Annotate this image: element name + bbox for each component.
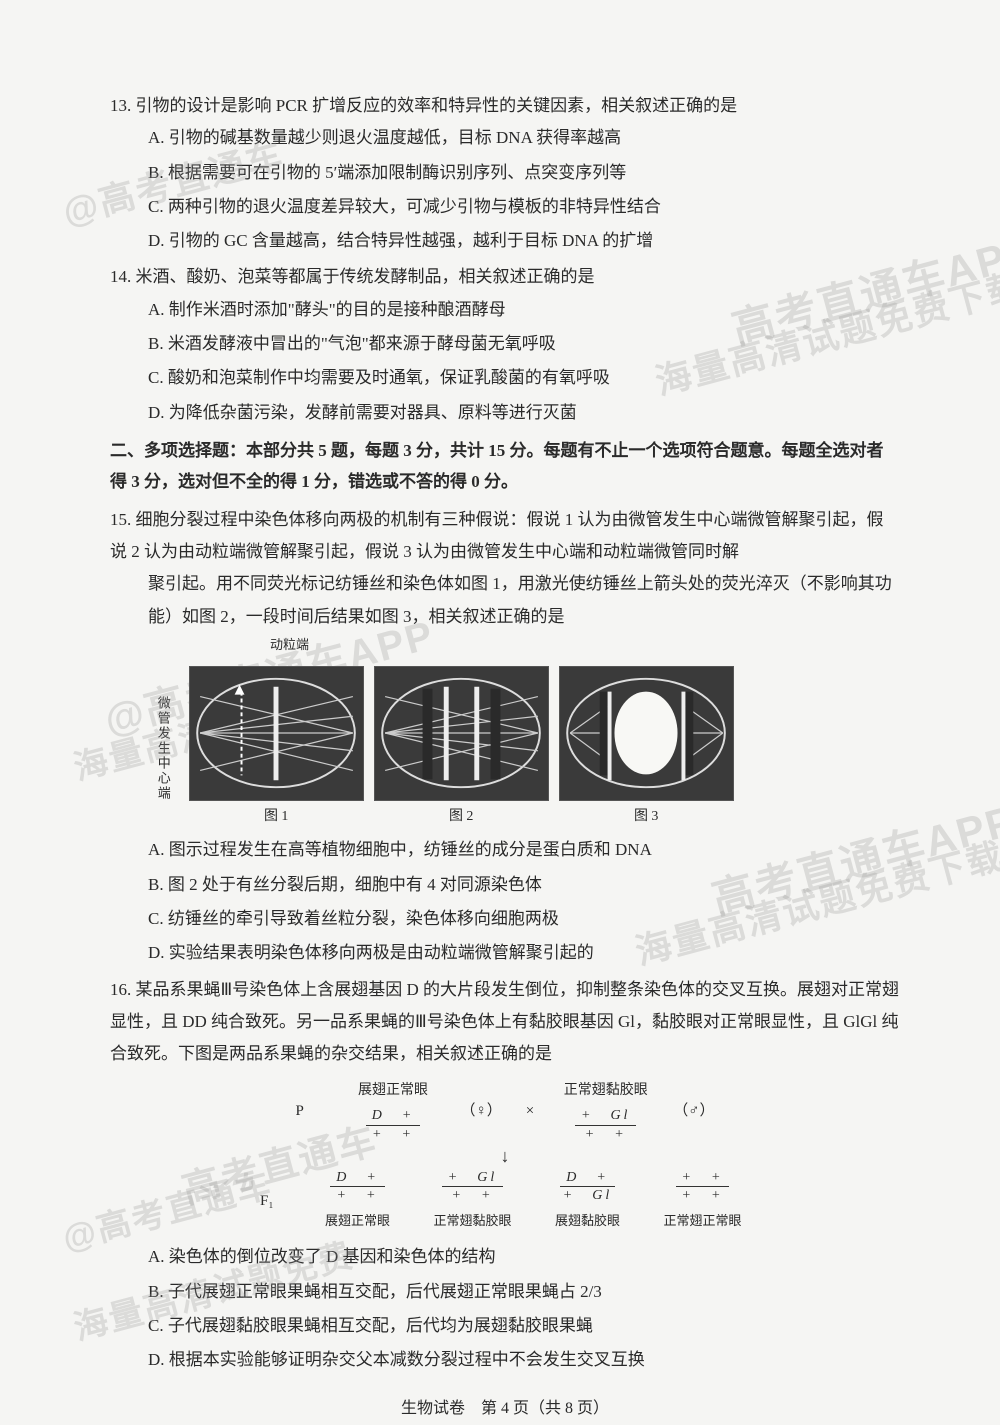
f4-pheno: 正常翅正常眼 <box>663 1209 741 1234</box>
question-14: 14. 米酒、酸奶、泡菜等都属于传统发酵制品，相关叙述正确的是 A. 制作米酒时… <box>110 261 900 428</box>
question-13: 13. 引物的设计是影响 PCR 扩增反应的效率和特异性的关键因素，相关叙述正确… <box>110 90 900 257</box>
cross-symbol: × <box>522 1097 538 1126</box>
q16-options: A. 染色体的倒位改变了 D 基因和染色体的结构 B. 子代展翅正常眼果蝇相互交… <box>110 1241 900 1376</box>
q14-option-b: B. 米酒发酵液中冒出的"气泡"都来源于酵母菌无氧呼吸 <box>148 328 900 360</box>
section-2-title: 二、多项选择题：本部分共 5 题，每题 3 分，共计 15 分。每题有不止一个选… <box>110 441 884 491</box>
q15-stem-2: 聚引起。用不同荧光标记纺锤丝和染色体如图 1，用激光使纺锤丝上箭头处的荧光淬灭（… <box>148 574 892 625</box>
figure-top-label: 动粒端 <box>270 633 900 658</box>
figure-side-label: 微管发生中心端 <box>150 696 175 801</box>
q14-option-c: C. 酸奶和泡菜制作中均需要及时通氧，保证乳酸菌的有氧呼吸 <box>148 362 900 394</box>
p1-sex: （♀） <box>461 1097 502 1126</box>
p-label: P <box>296 1097 326 1126</box>
figure-2-caption: 图 2 <box>449 804 474 831</box>
question-15: 15. 细胞分裂过程中染色体移向两极的机制有三种假说：假说 1 认为由微管发生中… <box>110 504 900 970</box>
f1-genotype-3: D + + Gl 展翅黏胶眼 <box>540 1170 635 1234</box>
q14-option-d: D. 为降低杂菌污染，发酵前需要对器具、原料等进行灭菌 <box>148 397 900 429</box>
p2-genotype: 正常翅黏胶眼 + Gl + + <box>558 1078 653 1144</box>
p1-top-alleles: D + <box>366 1108 421 1126</box>
f2-top: + Gl <box>442 1170 503 1188</box>
q13-option-a: A. 引物的碱基数量越少则退火温度越低，目标 DNA 获得率越高 <box>148 122 900 154</box>
section-2-header: 二、多项选择题：本部分共 5 题，每题 3 分，共计 15 分。每题有不止一个选… <box>110 435 900 498</box>
f1-top: D + <box>330 1170 385 1188</box>
q16-option-a: A. 染色体的倒位改变了 D 基因和染色体的结构 <box>148 1241 900 1273</box>
f1-genotype-2: + Gl + + 正常翅黏胶眼 <box>425 1170 520 1234</box>
q13-option-b: B. 根据需要可在引物的 5′端添加限制酶识别序列、点突变序列等 <box>148 157 900 189</box>
arrow-down-icon: ↓ <box>225 1146 785 1168</box>
q13-option-c: C. 两种引物的退火温度差异较大，可减少引物与模板的非特异性结合 <box>148 191 900 223</box>
q13-option-d: D. 引物的 GC 含量越高，结合特异性越强，越利于目标 DNA 的扩增 <box>148 225 900 257</box>
q15-option-d: D. 实验结果表明染色体移向两极是由动粒端微管解聚引起的 <box>148 937 900 969</box>
q15-figures: 微管发生中心端 图 1 <box>150 666 900 831</box>
f3-bot: + Gl <box>557 1187 618 1205</box>
figure-2: 图 2 <box>374 666 549 831</box>
q14-number: 14. <box>110 267 131 286</box>
f1-row: F₁ D + + + 展翅正常眼 + Gl + + 正常翅黏胶眼 D + + G… <box>225 1170 785 1234</box>
p1-phenotype: 展翅正常眼 <box>358 1078 428 1105</box>
f1-label: F₁ <box>260 1187 290 1216</box>
q14-stem: 米酒、酸奶、泡菜等都属于传统发酵制品，相关叙述正确的是 <box>136 267 595 286</box>
q13-stem: 引物的设计是影响 PCR 扩增反应的效率和特异性的关键因素，相关叙述正确的是 <box>136 96 738 115</box>
figure-1-caption: 图 1 <box>264 804 289 831</box>
f1-bot: + + <box>331 1187 385 1205</box>
f2-bot: + + <box>446 1187 500 1205</box>
q13-options: A. 引物的碱基数量越少则退火温度越低，目标 DNA 获得率越高 B. 根据需要… <box>110 122 900 257</box>
f1-genotype-1: D + + + 展翅正常眼 <box>310 1170 405 1234</box>
cell-diagram-1 <box>189 666 364 801</box>
q15-option-b: B. 图 2 处于有丝分裂后期，细胞中有 4 对同源染色体 <box>148 869 900 901</box>
q15-option-c: C. 纺锤丝的牵引导致着丝粒分裂，染色体移向细胞两极 <box>148 903 900 935</box>
f4-bot: + + <box>676 1187 730 1205</box>
question-16: 16. 某品系果蝇Ⅲ号染色体上含展翅基因 D 的大片段发生倒位，抑制整条染色体的… <box>110 974 900 1377</box>
page-footer: 生物试卷 第 4 页（共 8 页） <box>110 1394 900 1424</box>
figure-3-caption: 图 3 <box>634 804 659 831</box>
f3-pheno: 展翅黏胶眼 <box>555 1209 620 1234</box>
q16-option-d: D. 根据本实验能够证明杂交父本减数分裂过程中不会发生交叉互换 <box>148 1344 900 1376</box>
f1-pheno: 展翅正常眼 <box>325 1209 390 1234</box>
f4-top: + + <box>676 1170 730 1188</box>
parent-row: P 展翅正常眼 D + + + （♀） × 正常翅黏胶眼 + Gl + + （♂… <box>225 1078 785 1144</box>
q15-options: A. 图示过程发生在高等植物细胞中，纺锤丝的成分是蛋白质和 DNA B. 图 2… <box>110 834 900 969</box>
p1-bot-alleles: + + <box>366 1126 420 1144</box>
q15-option-a: A. 图示过程发生在高等植物细胞中，纺锤丝的成分是蛋白质和 DNA <box>148 834 900 866</box>
p2-top-alleles: + Gl <box>575 1108 636 1126</box>
q15-number: 15. <box>110 510 131 529</box>
cell-diagram-3 <box>559 666 734 801</box>
p2-sex: （♂） <box>673 1097 714 1126</box>
q14-option-a: A. 制作米酒时添加"酵头"的目的是接种酿酒酵母 <box>148 294 900 326</box>
p2-bot-alleles: + + <box>579 1126 633 1144</box>
figure-3: 图 3 <box>559 666 734 831</box>
f1-genotype-4: + + + + 正常翅正常眼 <box>655 1170 750 1234</box>
p2-phenotype: 正常翅黏胶眼 <box>564 1078 648 1105</box>
cross-diagram: P 展翅正常眼 D + + + （♀） × 正常翅黏胶眼 + Gl + + （♂… <box>225 1078 785 1233</box>
q16-option-b: B. 子代展翅正常眼果蝇相互交配，后代展翅正常眼果蝇占 2/3 <box>148 1276 900 1308</box>
q16-option-c: C. 子代展翅黏胶眼果蝇相互交配，后代均为展翅黏胶眼果蝇 <box>148 1310 900 1342</box>
cell-diagram-2 <box>374 666 549 801</box>
f3-top: D + <box>560 1170 615 1188</box>
q16-number: 16. <box>110 980 131 999</box>
q16-stem: 某品系果蝇Ⅲ号染色体上含展翅基因 D 的大片段发生倒位，抑制整条染色体的交叉互换… <box>110 980 899 1064</box>
q14-options: A. 制作米酒时添加"酵头"的目的是接种酿酒酵母 B. 米酒发酵液中冒出的"气泡… <box>110 294 900 429</box>
q15-stem-1: 细胞分裂过程中染色体移向两极的机制有三种假说：假说 1 认为由微管发生中心端微管… <box>110 510 884 561</box>
f2-pheno: 正常翅黏胶眼 <box>433 1209 511 1234</box>
p1-genotype: 展翅正常眼 D + + + <box>346 1078 441 1144</box>
figure-1: 图 1 <box>189 666 364 831</box>
q13-number: 13. <box>110 96 131 115</box>
